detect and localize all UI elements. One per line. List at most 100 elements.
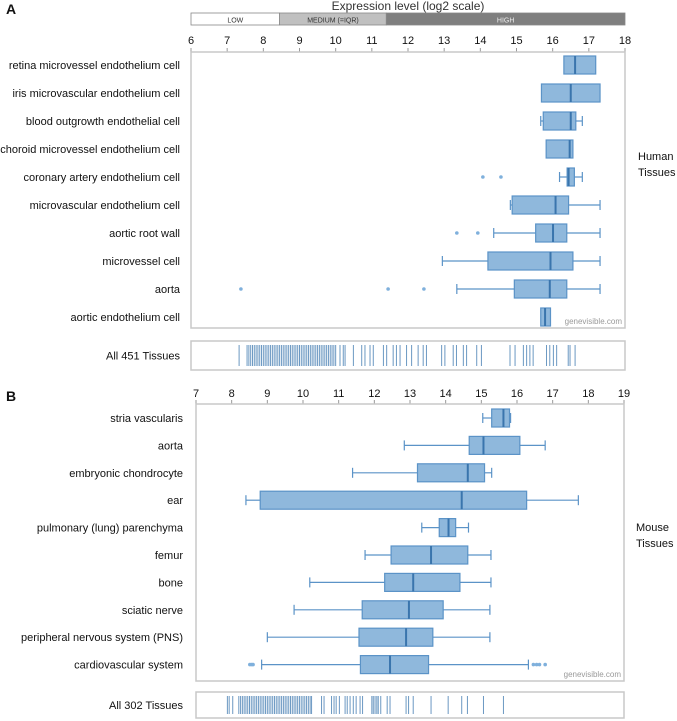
iqr-box	[542, 111, 577, 131]
group-label: Tissues	[638, 167, 676, 179]
outlier-point	[239, 287, 243, 291]
x-tick-label: 12	[368, 388, 380, 400]
tissue-label: pulmonary (lung) parenchyma	[37, 523, 184, 535]
iqr-box	[390, 545, 469, 565]
x-tick-label: 9	[264, 388, 270, 400]
outlier-point	[499, 175, 503, 179]
outlier-point	[422, 287, 426, 291]
box-row: blood outgrowth endothelial cell	[26, 111, 583, 131]
panel-label: A	[6, 1, 16, 17]
axis-title: Expression level (log2 scale)	[332, 0, 485, 13]
x-tick-label: 10	[297, 388, 309, 400]
tissue-label: blood outgrowth endothelial cell	[26, 116, 180, 128]
all-tissues-frame	[190, 340, 626, 371]
all-tissues-frame	[195, 691, 625, 719]
iqr-box	[416, 463, 486, 483]
outlier-point	[386, 287, 390, 291]
iqr-box	[563, 55, 597, 75]
x-tick-label: 7	[193, 388, 199, 400]
box-row: microvessel cell	[102, 251, 601, 271]
box-row: stria vascularis	[110, 408, 512, 428]
all-tissues-label: All 302 Tissues	[109, 700, 183, 712]
iqr-box	[438, 517, 457, 538]
iqr-box	[566, 167, 575, 187]
outlier-point	[543, 662, 547, 667]
box-row: embryonic chondrocyte	[69, 463, 493, 483]
iqr-box	[513, 279, 568, 299]
x-tick-label: 14	[440, 388, 452, 400]
iqr-box	[545, 139, 574, 159]
tissue-label: iris microvascular endothelium cell	[12, 88, 180, 100]
plot-frame	[190, 51, 626, 329]
iqr-box	[359, 654, 430, 675]
tissue-label: microvessel cell	[102, 256, 180, 268]
outlier-point	[531, 662, 536, 667]
tissue-label: aorta	[158, 440, 184, 452]
box-row: aortic endothelium cell	[71, 307, 552, 327]
x-tick-label: 8	[229, 388, 235, 400]
x-tick-label: 11	[333, 388, 344, 400]
x-tick-label: 7	[224, 35, 230, 47]
box-row: aorta	[158, 435, 546, 455]
iqr-box	[361, 600, 444, 620]
outlier-point	[455, 231, 459, 235]
iqr-box	[384, 572, 461, 593]
expression-band-label: MEDIUM (=IQR)	[307, 18, 359, 25]
outlier-point	[534, 662, 539, 667]
x-tick-label: 13	[438, 35, 450, 47]
outlier-point	[476, 231, 480, 235]
iqr-box	[535, 223, 568, 243]
watermark: genevisible.com	[565, 317, 623, 326]
tissue-label: coronary artery endothelium cell	[23, 172, 180, 184]
tissue-label: femur	[155, 550, 183, 562]
x-tick-label: 18	[619, 35, 631, 47]
box-row: aorta	[155, 279, 601, 299]
plot-frame	[195, 403, 625, 682]
tissue-label: microvascular endothelium cell	[30, 200, 180, 212]
panel-label: B	[6, 388, 16, 404]
box-row: choroid microvessel endothelium cell	[0, 139, 574, 159]
tissue-label: cardiovascular system	[74, 660, 183, 672]
x-tick-label: 12	[402, 35, 414, 47]
x-tick-label: 15	[510, 35, 522, 47]
group-label: Human	[638, 151, 673, 163]
x-tick-label: 16	[547, 35, 559, 47]
x-tick-label: 11	[366, 35, 377, 47]
box-row: pulmonary (lung) parenchyma	[37, 517, 470, 538]
iqr-box	[511, 195, 570, 215]
panel-b: B 7 8 9 10 11 12 13 14 15 16 17 18 19 genevisible.com s…	[6, 388, 674, 719]
outlier-point	[537, 662, 542, 667]
box-row: ear	[167, 490, 579, 510]
tissue-label: peripheral nervous system (PNS)	[21, 632, 183, 644]
watermark: genevisible.com	[564, 670, 622, 679]
box-row: peripheral nervous system (PNS)	[21, 627, 491, 647]
tissue-label: stria vascularis	[110, 413, 183, 425]
tissue-label: retina microvessel endothelium cell	[9, 60, 180, 72]
tissue-label: embryonic chondrocyte	[69, 468, 183, 480]
iqr-box	[487, 251, 574, 271]
tissue-label: bone	[159, 577, 183, 589]
box-row: cardiovascular system	[74, 654, 547, 675]
x-tick-label: 17	[583, 35, 595, 47]
tissue-label: aortic endothelium cell	[71, 312, 180, 324]
x-tick-label: 17	[547, 388, 559, 400]
x-tick-label: 6	[188, 35, 194, 47]
box-row: bone	[159, 572, 492, 593]
x-tick-label: 10	[330, 35, 342, 47]
x-tick-label: 16	[511, 388, 523, 400]
x-tick-label: 19	[618, 388, 630, 400]
tissue-label: sciatic nerve	[122, 605, 183, 617]
x-tick-label: 18	[582, 388, 594, 400]
iqr-box	[259, 490, 528, 510]
x-tick-label: 15	[475, 388, 487, 400]
expression-band-label: LOW	[227, 18, 243, 25]
group-label: Tissues	[636, 538, 674, 550]
box-row: femur	[155, 545, 492, 565]
all-tissues-label: All 451 Tissues	[106, 351, 180, 363]
x-tick-label: 8	[260, 35, 266, 47]
box-row: aortic root wall	[109, 223, 601, 243]
panel-a: A Expression level (log2 scale) LOW MEDIUM …	[0, 0, 676, 371]
box-row: retina microvessel endothelium cell	[9, 55, 597, 75]
expression-band-2	[385, 12, 626, 26]
